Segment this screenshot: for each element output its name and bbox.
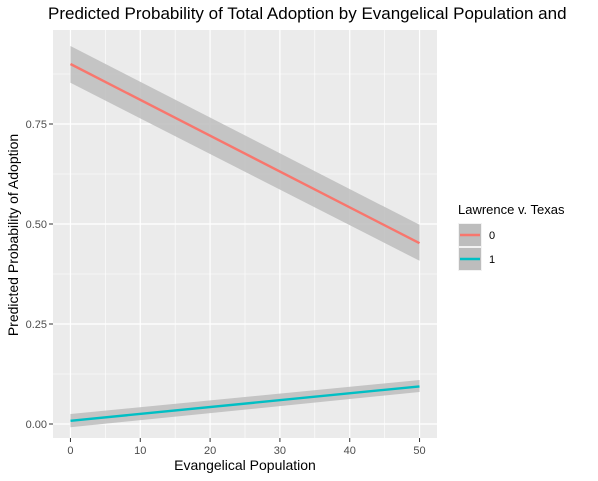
line-series-0 (69, 62, 421, 245)
y-axis-title: Predicted Probability of Adoption (5, 134, 21, 336)
y-tick-label: 0.00 (26, 419, 47, 431)
legend-label-1: 1 (489, 254, 495, 266)
line-series-1 (70, 385, 420, 422)
x-tick-label: 40 (344, 445, 356, 457)
x-tick-label: 0 (67, 445, 73, 457)
y-tick-label: 0.50 (26, 219, 47, 231)
x-axis: 0 10 20 30 40 50 (67, 438, 426, 457)
legend: Lawrence v. Texas 0 1 (458, 202, 565, 271)
x-tick-label: 20 (204, 445, 216, 457)
legend-title: Lawrence v. Texas (458, 202, 565, 217)
legend-label-0: 0 (489, 230, 495, 242)
chart-title: Predicted Probability of Total Adoption … (48, 4, 567, 23)
x-tick-label: 30 (274, 445, 286, 457)
y-tick-label: 0.75 (26, 119, 47, 131)
series-lines (69, 62, 421, 422)
y-axis: 0.00 0.25 0.50 0.75 (26, 119, 53, 431)
x-tick-label: 50 (413, 445, 425, 457)
x-tick-label: 10 (134, 445, 146, 457)
y-tick-label: 0.25 (26, 319, 47, 331)
x-axis-title: Evangelical Population (174, 457, 316, 473)
